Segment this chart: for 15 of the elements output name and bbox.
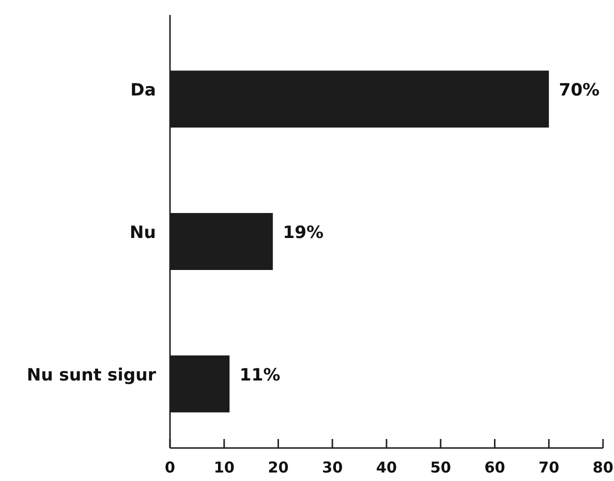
x-tick-label: 70	[538, 458, 560, 477]
y-tick-label: Nu	[130, 223, 156, 244]
x-tick-label: 0	[164, 458, 176, 477]
y-tick-label: Da	[130, 80, 156, 101]
data-label: 19%	[282, 223, 324, 244]
data-label: 70%	[558, 80, 600, 101]
x-tick-label: 50	[430, 458, 452, 477]
x-tick-label: 80	[592, 458, 614, 477]
y-tick-label: Nu sunt sigur	[26, 366, 157, 386]
x-tick-label: 40	[376, 458, 397, 477]
x-tick-label: 20	[268, 458, 289, 477]
x-tick-label: 10	[214, 458, 235, 477]
x-tick-label: 60	[484, 458, 506, 477]
data-label: 11%	[240, 366, 280, 386]
x-tick-label: 30	[322, 458, 343, 477]
